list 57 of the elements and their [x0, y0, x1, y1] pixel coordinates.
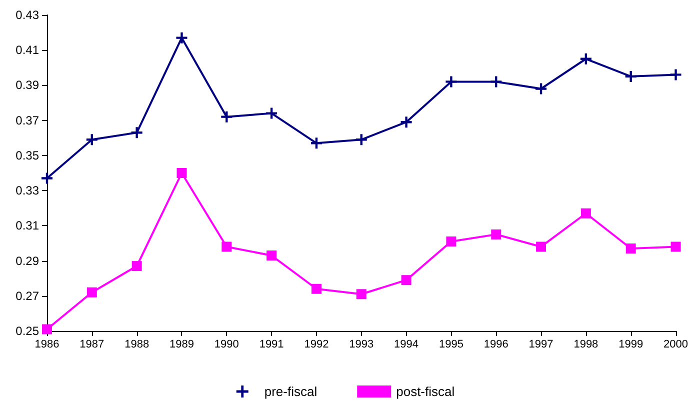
x-tick-label: 1989: [169, 338, 194, 350]
x-tick-label: 2000: [664, 338, 688, 350]
point: [131, 127, 142, 138]
point: [176, 168, 187, 178]
y-tick-label: 0.31: [16, 218, 40, 233]
point: [400, 116, 412, 128]
x-tick-label: 1992: [304, 338, 329, 350]
point: [132, 261, 142, 272]
point: [310, 138, 322, 149]
x-tick-label: 1988: [124, 338, 150, 350]
y-tick-label: 0.41: [16, 43, 40, 58]
legend-label: pre-fiscal: [264, 384, 318, 399]
point: [626, 243, 636, 254]
point: [446, 236, 456, 246]
point: [491, 229, 502, 240]
point: [670, 242, 681, 252]
point: [580, 53, 592, 64]
x-tick-label: 1995: [438, 338, 464, 350]
point: [221, 111, 232, 122]
point: [401, 275, 412, 286]
point: [42, 172, 52, 184]
y-tick-label: 0.39: [16, 78, 40, 92]
point: [222, 242, 232, 252]
x-tick-label: 1994: [394, 338, 419, 350]
x-tick-label: 1996: [484, 338, 508, 350]
point: [176, 32, 188, 44]
x-tick-label: 1998: [574, 338, 598, 350]
point: [536, 83, 547, 94]
y-tick-label: 0.33: [16, 184, 40, 198]
x-tick-label: 1999: [618, 338, 644, 350]
point: [670, 69, 682, 80]
point: [490, 76, 502, 88]
x-tick-label: 1997: [528, 338, 554, 350]
x-tick-label: 1990: [214, 338, 239, 350]
point: [356, 134, 367, 146]
point: [86, 287, 97, 298]
point: [580, 208, 591, 218]
point: [266, 250, 277, 261]
point: [311, 284, 322, 294]
point: [625, 70, 636, 82]
x-tick-label: 1993: [349, 338, 374, 350]
legend-label: post-fiscal: [396, 384, 455, 399]
x-tick-label: 1991: [259, 338, 284, 350]
y-tick-label: 0.35: [16, 148, 40, 162]
y-tick-label: 0.27: [16, 288, 40, 303]
point: [536, 242, 546, 252]
point: [42, 324, 52, 334]
x-tick-label: 1986: [34, 338, 60, 350]
y-tick-label: 0.25: [16, 324, 40, 338]
y-tick-label: 0.29: [16, 254, 40, 268]
point: [356, 289, 366, 300]
point: [446, 76, 457, 88]
y-tick-label: 0.37: [16, 113, 40, 128]
y-tick-label: 0.43: [16, 8, 40, 22]
point: [266, 108, 278, 119]
point: [86, 134, 98, 146]
x-tick-label: 1987: [80, 338, 104, 350]
